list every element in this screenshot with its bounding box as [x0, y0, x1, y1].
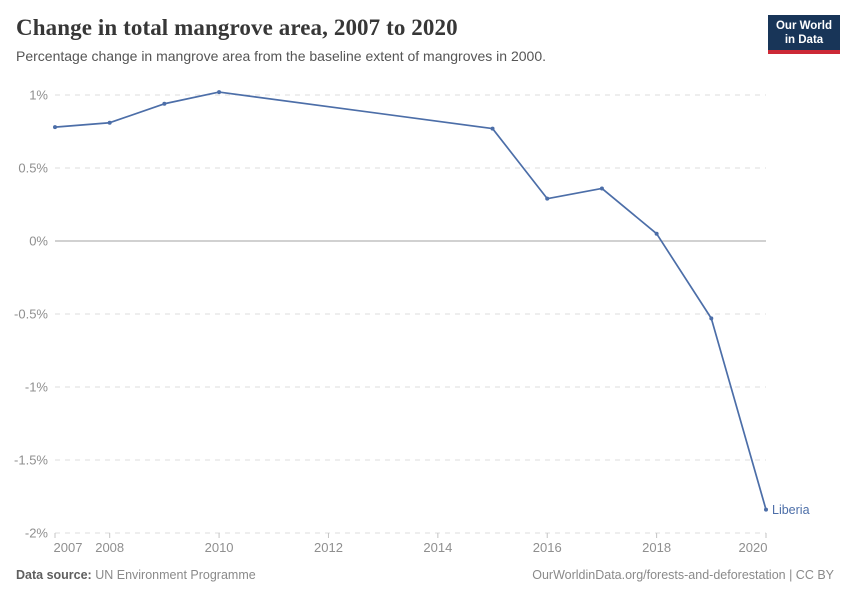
data-point — [490, 126, 495, 131]
chart-footer: Data source: UN Environment Programme Ou… — [16, 568, 834, 582]
page-subtitle: Percentage change in mangrove area from … — [16, 48, 546, 64]
data-source: Data source: UN Environment Programme — [16, 568, 256, 582]
x-tick-label: 2007 — [54, 540, 83, 555]
chart-area[interactable]: 1% 0.5% 0% -0.5% -1% -1.5% -2% 2007 2008 2010 2012… — [0, 80, 850, 556]
x-tick-label: 2016 — [533, 540, 562, 555]
data-point — [53, 125, 57, 130]
x-tick-label: 2012 — [314, 540, 343, 555]
owid-logo[interactable]: Our World in Data — [768, 15, 840, 54]
series-line-liberia — [54, 91, 767, 511]
x-tick-label: 2008 — [95, 540, 124, 555]
owid-logo-text: Our World in Data — [768, 15, 840, 47]
data-point — [764, 507, 768, 512]
owid-logo-line1: Our World — [775, 20, 832, 32]
data-point — [107, 120, 112, 125]
data-point — [545, 196, 550, 201]
data-point — [217, 90, 222, 95]
y-tick-label: 0.5% — [18, 161, 48, 176]
y-tick-label: -2% — [25, 526, 49, 541]
x-tick-label: 2020 — [739, 540, 768, 555]
y-tick-label: -1% — [25, 380, 49, 395]
y-tick-label: 0% — [29, 234, 48, 249]
entity-label-liberia: Liberia — [772, 503, 810, 517]
chart-header: Change in total mangrove area, 2007 to 2… — [0, 0, 850, 65]
data-point — [709, 316, 714, 321]
y-tick-label: -1.5% — [14, 453, 48, 468]
owid-link[interactable]: OurWorldinData.org/forests-and-deforesta… — [532, 568, 834, 582]
owid-logo-line2: in Data — [784, 34, 824, 46]
data-point — [162, 101, 167, 106]
page-title: Change in total mangrove area, 2007 to 2… — [16, 15, 458, 40]
data-point — [599, 186, 604, 191]
y-tick-label: -0.5% — [14, 307, 48, 322]
x-tick-label: 2014 — [423, 540, 452, 555]
x-tick-label: 2010 — [205, 540, 234, 555]
x-tick-label: 2018 — [642, 540, 671, 555]
data-source-label: Data source: — [16, 568, 92, 582]
data-point — [654, 231, 659, 236]
data-source-value: UN Environment Programme — [95, 568, 256, 582]
line-chart-canvas[interactable]: 1% 0.5% 0% -0.5% -1% -1.5% -2% 2007 2008 2010 2012… — [0, 80, 850, 556]
y-tick-label: 1% — [29, 88, 48, 103]
